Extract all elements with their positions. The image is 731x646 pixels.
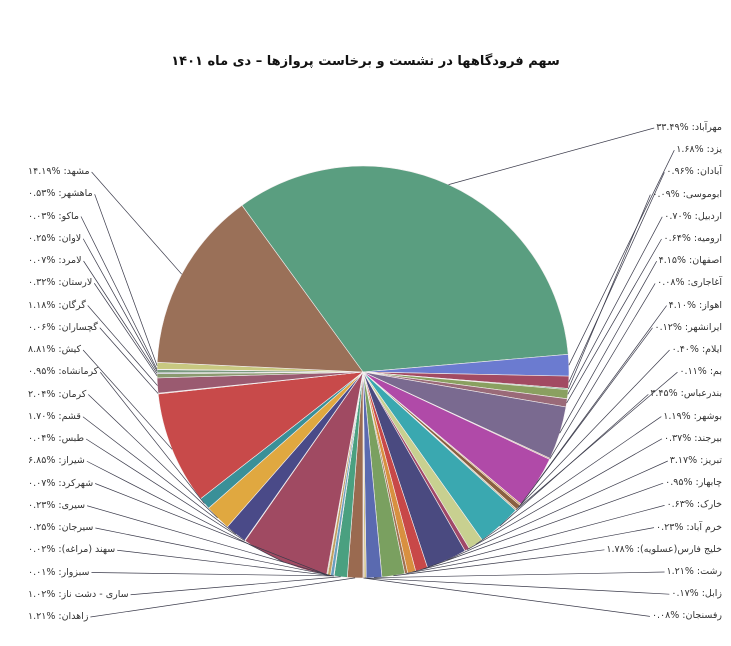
slice-label: بوشهر: %۱.۱۹: [663, 410, 722, 422]
slice-label: گرگان: %۱.۱۸: [28, 299, 86, 311]
slice-label: لارستان: %۰.۳۲: [28, 277, 93, 289]
leader-line: [567, 194, 651, 390]
slice-label: طبس: %۰.۰۴: [28, 433, 85, 444]
slice-label: لامرد: %۰.۰۷: [28, 255, 82, 266]
leader-line: [95, 527, 333, 577]
pie-slices: [156, 165, 570, 579]
chart-title: سهم فرودگاهها در نشست و برخاست پروازها –…: [171, 54, 560, 69]
slice-label: کیش: %۸.۸۱: [28, 344, 82, 355]
slice-label: یزد: %۱.۶۸: [676, 144, 722, 156]
leader-line: [91, 171, 182, 275]
leader-line: [82, 349, 173, 450]
slice-label: بیرجند: %۰.۳۷: [663, 432, 722, 444]
leader-line: [411, 505, 665, 573]
leader-lines: [80, 127, 678, 618]
slice-label: رفسنجان: %۰.۰۸: [651, 610, 722, 622]
slice-label: ماکو: %۰.۰۳: [28, 210, 79, 222]
leader-line: [82, 238, 158, 372]
slice-label: سبزوار: %۰.۰۱: [28, 566, 90, 578]
leader-line: [568, 150, 675, 366]
leader-line: [520, 327, 653, 505]
slice-label: خرم آباد: %۰.۲۳: [656, 521, 722, 533]
slice-label: زابل: %۰.۱۷: [671, 588, 722, 600]
leader-line: [448, 127, 655, 185]
leader-line: [518, 349, 670, 508]
leader-line: [86, 505, 330, 576]
leader-line: [393, 549, 605, 577]
slice-label: اهواز: %۴.۱۰: [668, 299, 722, 311]
slice-label: اردبیل: %۰.۷۰: [664, 210, 722, 222]
slice-label: زاهدان: %۱.۲۱: [28, 611, 89, 622]
slice-label: کرمان: %۲.۰۴: [28, 388, 87, 400]
leader-line: [406, 527, 655, 574]
slice-label: اصفهان: %۴.۱۵: [658, 255, 722, 267]
slice-label: شیراز: %۶.۸۵: [28, 455, 85, 467]
pie-slice: [241, 165, 569, 373]
leader-line: [100, 372, 205, 504]
leader-line: [568, 172, 665, 383]
slice-label: ساری - دشت ناز: %۱.۰۲: [28, 588, 129, 600]
leader-line: [559, 261, 657, 434]
leader-line: [80, 216, 158, 370]
slice-label: آبادان: %۰.۹۶: [666, 166, 722, 178]
leader-line: [567, 216, 663, 395]
slice-label: رشت: %۱.۲۱: [666, 566, 722, 577]
slice-label: کرمانشاه: %۰.۹۵: [28, 366, 99, 378]
leader-line: [549, 283, 656, 460]
leader-line: [87, 305, 158, 386]
leader-line: [421, 482, 664, 570]
leader-line: [374, 571, 665, 579]
slice-label: بندرعباس: %۳.۴۵: [650, 388, 722, 400]
slice-label: سهند (مراغه): %۰.۰۲: [28, 544, 116, 556]
slice-label: سیری: %۰.۲۳: [28, 499, 86, 511]
slice-label: تبریز: %۳.۱۷: [669, 455, 722, 466]
leader-line: [499, 394, 649, 527]
leader-line: [85, 438, 246, 542]
slice-label: ارومیه: %۰.۶۴: [663, 233, 722, 244]
leader-line: [95, 483, 328, 576]
leader-line: [365, 577, 670, 595]
leader-line: [117, 549, 334, 577]
leader-line: [99, 327, 159, 394]
leader-line: [82, 416, 236, 535]
slice-label: ایرانشهر: %۰.۱۲: [654, 321, 722, 333]
leader-line: [91, 572, 335, 577]
slice-label: مهرآباد: %۳۳.۴۹: [656, 122, 722, 133]
slice-label: سیرجان: %۰.۲۵: [28, 522, 94, 533]
leader-line: [515, 371, 678, 511]
slice-label: ایلام: %۰.۴۰: [671, 344, 722, 355]
leader-line: [130, 576, 341, 596]
leader-line: [363, 577, 650, 617]
slice-label: ابوموسی: %۰.۰۹: [652, 188, 722, 200]
leader-line: [90, 577, 356, 618]
leader-line: [88, 394, 218, 519]
leader-line: [93, 283, 158, 377]
slice-label: خلیج فارس(عسلویه): %۱.۷۸: [606, 543, 722, 555]
slice-label: قشم: %۱.۷۰: [28, 410, 81, 422]
slice-label: چابهار: %۰.۹۵: [665, 477, 722, 489]
leader-line: [83, 260, 158, 374]
slice-label: ماهشهر: %۰.۵۳: [28, 188, 93, 200]
leader-line: [536, 305, 667, 483]
slice-label: لاوان: %۰.۲۵: [28, 232, 82, 244]
leader-line: [86, 460, 285, 563]
slice-label: خارک: %۰.۶۳: [666, 499, 722, 511]
leader-line: [467, 438, 663, 551]
slice-label: مشهد: %۱۴.۱۹: [28, 166, 90, 177]
slice-label: آغاجاری: %۰.۰۸: [657, 277, 722, 289]
slice-label: بم: %۰.۱۱: [679, 366, 722, 378]
leader-line: [475, 416, 662, 545]
slice-label: گچساران: %۰.۰۶: [28, 321, 98, 333]
leader-line: [566, 238, 662, 404]
leader-line: [446, 460, 668, 561]
slice-label: شهرکرد: %۰.۰۷: [28, 477, 94, 489]
leader-line: [94, 194, 158, 366]
